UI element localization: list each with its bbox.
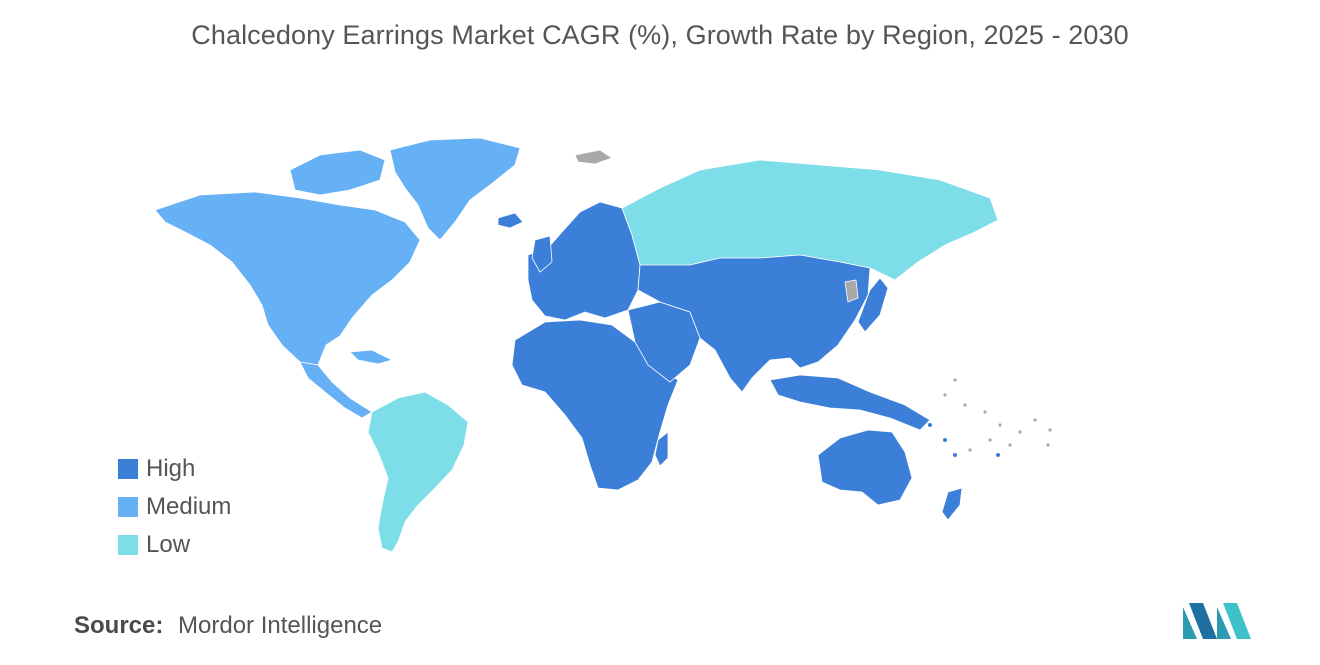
region-pacific-islands <box>943 378 1052 452</box>
region-arctic-islands <box>289 149 386 196</box>
legend-swatch-medium <box>118 497 138 517</box>
legend-swatch-high <box>118 459 138 479</box>
region-svalbard <box>574 149 613 165</box>
legend: High Medium Low <box>118 450 231 564</box>
region-oceania-islands <box>928 423 1000 457</box>
region-se-asia-islands <box>769 374 931 431</box>
region-caribbean <box>349 349 394 365</box>
region-central-america <box>299 361 373 419</box>
source-label: Source: <box>74 612 164 639</box>
source-line: Source: Mordor Intelligence <box>74 612 382 640</box>
region-greenland <box>389 137 521 241</box>
legend-swatch-low <box>118 535 138 555</box>
region-asia <box>637 254 871 393</box>
region-africa <box>511 319 679 491</box>
legend-item-medium: Medium <box>118 488 231 526</box>
chart-title: Chalcedony Earrings Market CAGR (%), Gro… <box>191 20 1129 50</box>
region-madagascar <box>654 431 669 467</box>
legend-item-low: Low <box>118 526 231 564</box>
legend-item-high: High <box>118 450 231 488</box>
region-japan <box>857 277 889 333</box>
region-new-zealand <box>941 487 963 521</box>
region-south-america <box>367 391 469 553</box>
region-uk <box>531 235 553 273</box>
region-iceland <box>497 212 524 229</box>
region-australia <box>817 429 913 506</box>
mordor-logo-icon <box>1183 603 1251 639</box>
source-text: Mordor Intelligence <box>178 612 383 639</box>
legend-label-medium: Medium <box>146 493 232 520</box>
region-korea <box>844 279 859 303</box>
legend-label-low: Low <box>146 531 191 558</box>
region-north-america <box>154 191 421 366</box>
legend-label-high: High <box>146 455 196 482</box>
